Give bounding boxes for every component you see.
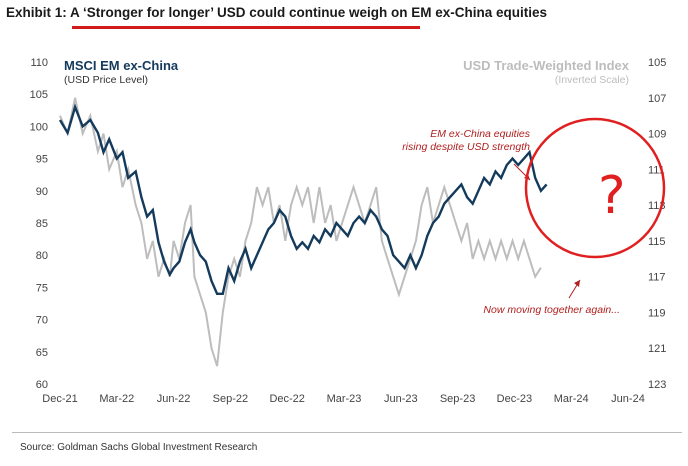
x-tick-label: Sep-22 (213, 393, 248, 405)
x-tick-label: Jun-22 (157, 393, 191, 405)
x-axis: Dec-21 Mar-22 Jun-22 Sep-22 Dec-22 Mar-23 Jun-… (42, 393, 645, 405)
x-tick-label: Jun-23 (384, 393, 418, 405)
y-left-tick-label: 100 (30, 121, 48, 133)
annotation-moving-together: Now moving together again... (483, 304, 620, 316)
highlight-circle (524, 117, 666, 259)
y-left-tick-label: 80 (36, 250, 48, 262)
footer-divider (12, 432, 682, 433)
annotation-em-rising-line1: EM ex-China equities (430, 128, 531, 140)
question-mark: ? (598, 166, 626, 226)
x-tick-label: Dec-22 (269, 393, 304, 405)
left-axis: 60 65 70 75 80 85 90 95 100 105 110 (30, 57, 48, 391)
y-right-tick-label: 123 (648, 379, 666, 391)
exhibit-label: Exhibit 1: (6, 5, 67, 20)
y-right-tick-label: 105 (648, 57, 666, 69)
y-right-tick-label: 119 (648, 307, 666, 319)
exhibit-title: Exhibit 1: A ‘Stronger for longer’ USD c… (6, 5, 547, 20)
title-underline (72, 26, 420, 29)
y-left-tick-label: 70 (36, 315, 48, 327)
annotation-arrowhead-down (574, 280, 580, 287)
y-left-tick-label: 75 (36, 282, 48, 294)
source-note: Source: Goldman Sachs Global Investment … (20, 442, 258, 453)
y-right-tick-label: 121 (648, 343, 666, 355)
x-tick-label: Dec-21 (42, 393, 77, 405)
legend-usd-label: USD Trade-Weighted Index (463, 58, 630, 73)
legend-em-sublabel: (USD Price Level) (64, 74, 148, 86)
y-left-tick-label: 65 (36, 347, 48, 359)
x-tick-label: Mar-23 (327, 393, 362, 405)
y-right-tick-label: 117 (648, 272, 666, 284)
x-tick-label: Jun-24 (611, 393, 645, 405)
y-left-tick-label: 85 (36, 218, 48, 230)
y-right-tick-label: 107 (648, 93, 666, 105)
x-tick-label: Dec-23 (497, 393, 532, 405)
legend-em-label: MSCI EM ex-China (64, 58, 179, 73)
legend-usd-sublabel: (Inverted Scale) (555, 74, 629, 86)
y-left-tick-label: 105 (30, 89, 48, 101)
x-tick-label: Sep-23 (440, 393, 475, 405)
annotation-em-rising-line2: rising despite USD strength (402, 141, 530, 153)
y-left-tick-label: 90 (36, 186, 48, 198)
usd-series-line (59, 97, 542, 367)
x-tick-label: Mar-22 (99, 393, 134, 405)
y-right-tick-label: 115 (648, 236, 666, 248)
y-left-tick-label: 110 (30, 57, 48, 69)
em-series-line (58, 103, 548, 295)
y-left-tick-label: 95 (36, 154, 48, 166)
title-text: A ‘Stronger for longer’ USD could contin… (70, 5, 548, 20)
x-tick-label: Mar-24 (554, 393, 589, 405)
y-right-tick-label: 109 (648, 129, 666, 141)
y-left-tick-label: 60 (36, 379, 48, 391)
